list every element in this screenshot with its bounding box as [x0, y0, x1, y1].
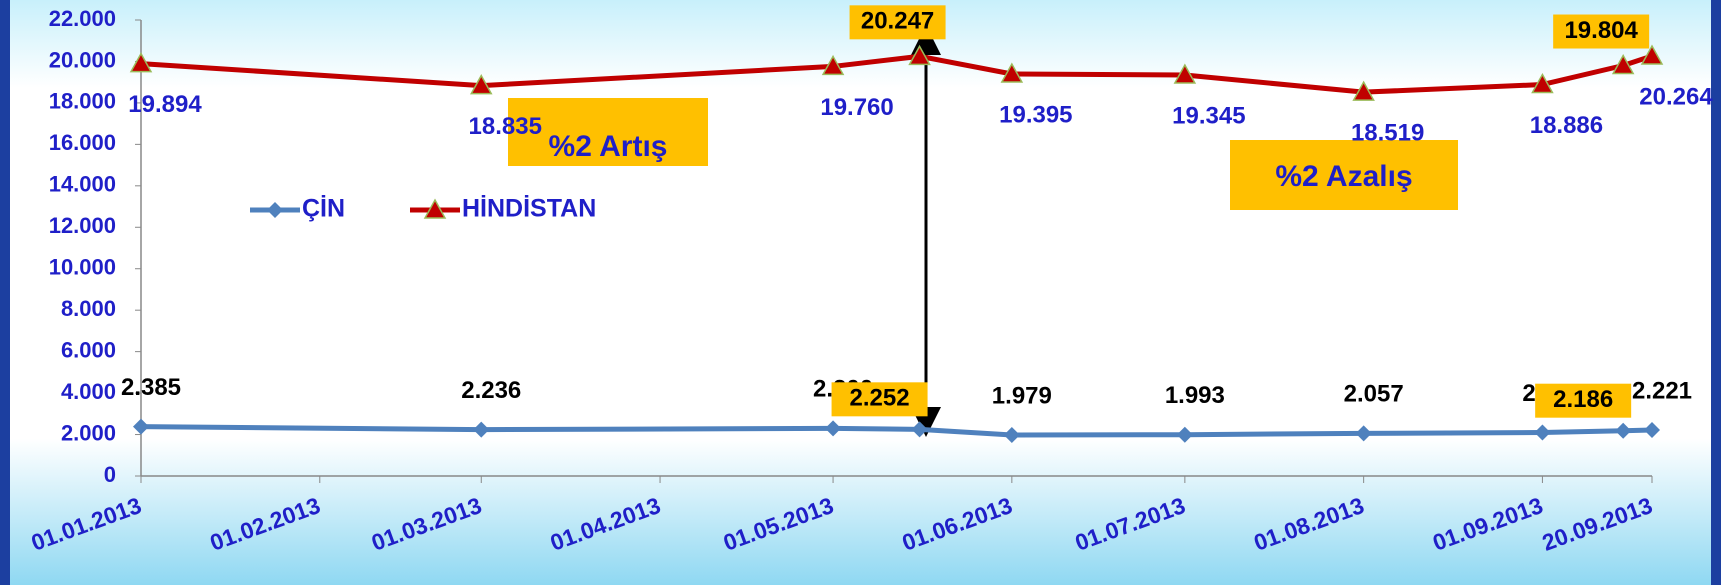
- y-tick-label: 20.000: [49, 47, 116, 72]
- data-label: 20.247: [861, 8, 934, 35]
- data-point: [1003, 426, 1020, 443]
- data-point: [1611, 53, 1635, 75]
- annotation: %2 Azalış: [1275, 160, 1412, 193]
- data-label: 2.221: [1632, 377, 1692, 404]
- data-label: 20.264: [1639, 83, 1713, 110]
- data-point: [1640, 44, 1664, 65]
- right-edge: [1711, 0, 1721, 585]
- x-tick-label: 01.02.2013: [206, 492, 323, 556]
- data-label: 1.993: [1165, 382, 1225, 409]
- series-line: [140, 424, 1653, 438]
- x-tick-label: 01.09.2013: [1429, 492, 1546, 556]
- y-tick-label: 18.000: [49, 89, 116, 114]
- data-label: 18.519: [1351, 119, 1424, 146]
- data-label: 2.385: [121, 374, 181, 401]
- data-point: [1534, 424, 1551, 441]
- legend-marker: [423, 198, 447, 219]
- data-point: [908, 44, 931, 66]
- data-point: [1644, 421, 1660, 438]
- highlight-box: [1553, 14, 1650, 49]
- left-edge: [0, 0, 10, 585]
- data-point: [469, 74, 493, 95]
- y-tick-label: 14.000: [49, 172, 116, 197]
- data-label: 2.057: [1344, 381, 1404, 408]
- data-point: [1531, 73, 1554, 94]
- y-tick-label: 2.000: [61, 420, 116, 445]
- data-point: [1000, 62, 1024, 83]
- y-tick-label: 12.000: [49, 213, 116, 238]
- y-tick-label: 0: [104, 462, 116, 487]
- data-label: 2.252: [850, 385, 910, 412]
- data-point: [821, 54, 845, 76]
- y-tick-label: 22.000: [49, 6, 116, 31]
- y-tick-label: 6.000: [61, 337, 116, 362]
- data-label: 18.835: [469, 113, 542, 140]
- data-label: 2.236: [461, 377, 521, 404]
- x-tick-label: 20.09.2013: [1539, 492, 1656, 556]
- data-point: [129, 52, 153, 73]
- data-label: 19.395: [999, 101, 1072, 128]
- legend-marker: [267, 202, 283, 218]
- x-tick-label: 01.08.2013: [1250, 492, 1367, 556]
- x-tick-label: 01.05.2013: [720, 492, 837, 556]
- highlight-box: [1535, 383, 1632, 418]
- x-tick-label: 01.03.2013: [368, 492, 485, 556]
- data-point: [1615, 422, 1632, 439]
- x-tick-label: 01.01.2013: [28, 492, 145, 556]
- y-tick-label: 8.000: [61, 296, 116, 321]
- y-tick-label: 16.000: [49, 130, 116, 155]
- data-point: [1173, 63, 1197, 84]
- data-label: 19.894: [128, 91, 202, 118]
- data-point: [825, 420, 842, 437]
- annotation-box: [508, 98, 708, 166]
- annotation: %2 Artış: [549, 130, 668, 163]
- data-label: 1.979: [992, 382, 1052, 409]
- data-point: [473, 421, 490, 438]
- x-tick-label: 01.07.2013: [1072, 492, 1189, 556]
- annotation-box: [1230, 140, 1458, 210]
- data-label: 19.760: [820, 94, 893, 121]
- data-point: [1355, 425, 1372, 442]
- y-tick-label: 4.000: [61, 379, 116, 404]
- x-tick-label: 01.04.2013: [547, 492, 664, 556]
- data-point: [1352, 80, 1375, 101]
- x-tick-label: 01.06.2013: [899, 492, 1016, 556]
- data-label: 2.186: [1553, 386, 1613, 413]
- data-point: [1176, 426, 1193, 443]
- series-line: [140, 53, 1653, 95]
- legend-label: ÇİN: [302, 195, 345, 223]
- legend-label: HİNDİSTAN: [462, 195, 596, 223]
- data-label: 19.804: [1564, 17, 1638, 44]
- y-tick-label: 10.000: [49, 255, 116, 280]
- data-point: [133, 418, 149, 435]
- data-label: 19.345: [1172, 102, 1245, 129]
- highlight-box: [831, 382, 928, 417]
- data-point: [911, 421, 928, 438]
- data-label: 18.886: [1530, 112, 1603, 139]
- highlight-box: [849, 5, 946, 40]
